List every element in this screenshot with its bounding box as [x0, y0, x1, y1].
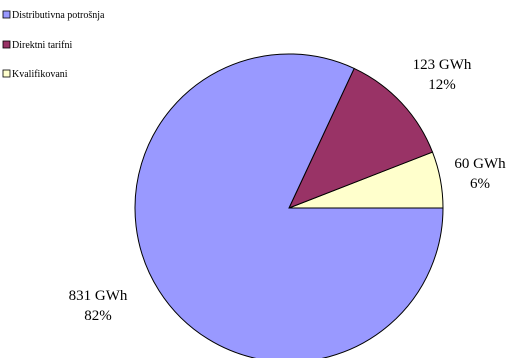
legend-label-1: Direktni tarifni [12, 40, 72, 51]
data-label-value-2: 60 GWh [454, 156, 506, 172]
data-labels: 831 GWh 82% 123 GWh 12% 60 GWh 6% [69, 57, 506, 324]
data-label-percent-1: 12% [428, 77, 456, 93]
legend-label-0: Distributivna potrošnja [12, 10, 105, 21]
pie-slices [134, 53, 444, 358]
data-label-percent-2: 6% [470, 176, 490, 192]
data-label-percent-0: 82% [84, 308, 112, 324]
legend-swatch-2 [2, 69, 11, 78]
data-label-value-0: 831 GWh [69, 288, 128, 304]
legend-swatch-1 [2, 40, 11, 49]
legend: Distributivna potrošnja Direktni tarifni K… [2, 10, 105, 80]
data-label-value-1: 123 GWh [413, 57, 472, 73]
legend-swatch-0 [2, 10, 11, 19]
pie-slice-0 [134, 53, 444, 358]
legend-label-2: Kvalifikovani [12, 69, 68, 80]
pie-slice-1 [288, 67, 434, 209]
